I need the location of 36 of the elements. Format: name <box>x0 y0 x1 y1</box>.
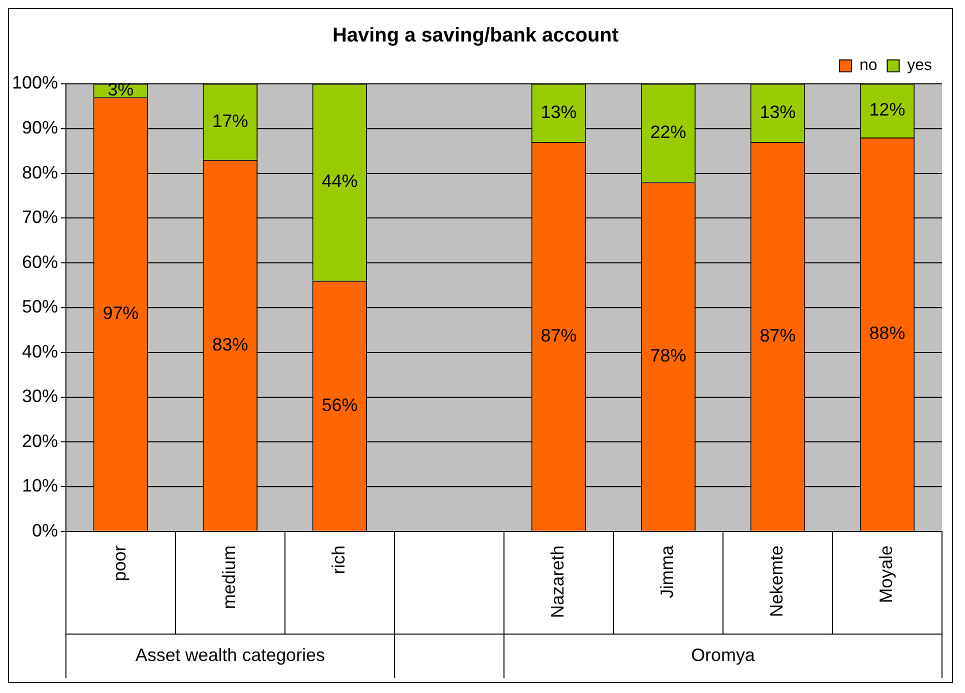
y-tick-label: 0% <box>32 520 58 540</box>
data-label: 44% <box>322 171 358 192</box>
chart-title: Having a saving/bank account <box>332 24 619 46</box>
data-label: 83% <box>212 334 248 354</box>
data-label: 17% <box>212 110 248 131</box>
x-tick-label: Nazareth <box>548 545 568 618</box>
x-tick-label: medium <box>219 545 240 610</box>
y-tick-label: 10% <box>22 476 58 496</box>
data-label: 97% <box>102 303 139 324</box>
x-tick-label: Nekemte <box>766 545 787 618</box>
data-label: 56% <box>322 394 358 415</box>
data-label: 87% <box>760 325 796 346</box>
data-label: 78% <box>650 346 686 366</box>
data-label: 87% <box>540 325 577 346</box>
y-tick-label: 20% <box>22 430 58 451</box>
data-label: 13% <box>760 102 796 122</box>
y-tick-label: 80% <box>22 162 58 182</box>
y-tick-label: 50% <box>22 296 58 317</box>
x-tick-label: Moyale <box>876 545 896 604</box>
y-tick-label: 90% <box>22 118 58 138</box>
y-tick-label: 70% <box>22 207 58 228</box>
y-tick-label: 60% <box>22 252 58 272</box>
data-label: 13% <box>540 102 577 122</box>
text: Asset wealth categories <box>135 645 325 666</box>
legend-label: yes <box>907 57 932 74</box>
y-tick-label: 100% <box>12 72 58 93</box>
x-tick-label: Jimma <box>657 545 678 598</box>
data-label: 22% <box>650 122 686 142</box>
x-tick-label: rich <box>328 545 349 574</box>
data-label: 12% <box>869 100 906 120</box>
y-tick-label: 30% <box>22 386 58 406</box>
x-tick-label: poor <box>110 545 130 582</box>
text: Oromya <box>691 645 755 666</box>
y-tick-label: 40% <box>22 341 58 362</box>
data-label: 88% <box>869 323 906 344</box>
legend-label: no <box>860 57 878 74</box>
